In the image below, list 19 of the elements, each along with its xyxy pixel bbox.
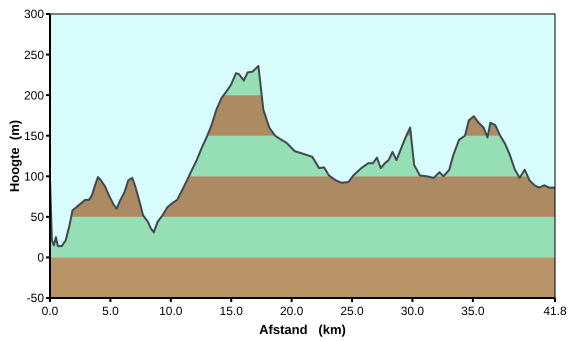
- x-tick-label: 15.0: [220, 304, 244, 318]
- x-tick-label: 35.0: [461, 304, 485, 318]
- x-axis-title: Afstand (km): [259, 322, 346, 337]
- x-tick-label: 5.0: [102, 304, 120, 318]
- y-tick-label: 200: [24, 88, 44, 102]
- y-tick-label: 300: [24, 7, 44, 22]
- y-tick-label: 150: [24, 128, 44, 143]
- x-tick-label: 20.0: [280, 304, 304, 318]
- y-axis-title: Hoogte (m): [7, 120, 22, 192]
- x-tick-label: 0.0: [42, 304, 59, 318]
- x-tick-label: 25.0: [340, 304, 364, 318]
- x-tick-label: 30.0: [400, 304, 424, 318]
- x-tick-label: 41.8: [543, 304, 567, 318]
- y-tick-label: 250: [24, 48, 44, 62]
- y-tick-label: -50: [26, 291, 44, 306]
- x-tick-label: 10.0: [159, 304, 183, 318]
- y-tick-label: 100: [24, 169, 44, 184]
- y-tick-label: 0: [37, 250, 44, 265]
- y-tick-label: 50: [30, 210, 44, 224]
